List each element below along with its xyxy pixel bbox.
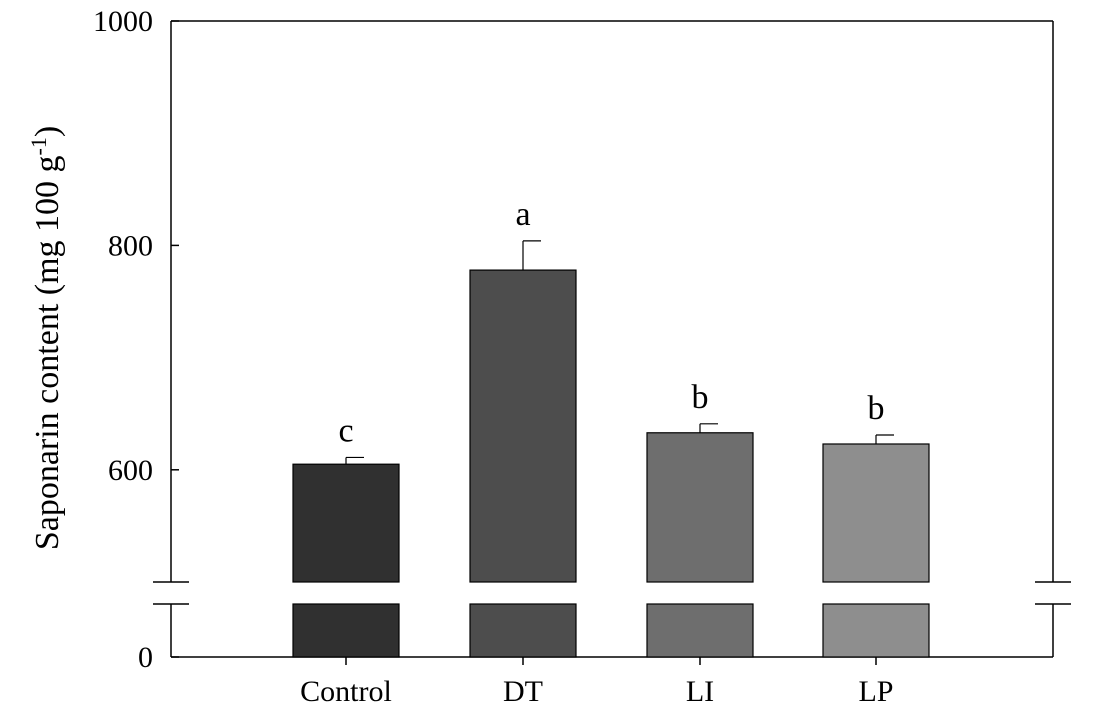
x-tick-label: Control [300,675,392,708]
x-tick-label: DT [503,675,543,708]
y-tick-label: 600 [108,454,153,487]
bar-li [646,432,754,583]
x-tick-label: LI [686,675,714,708]
significance-label: b [868,390,885,427]
y-axis-label-main: Saponarin content (mg 100 g [29,155,66,550]
y-axis-label-superscript: -1 [26,137,51,155]
bar-stub-lp [822,603,930,658]
bar-dt [469,269,577,583]
y-axis-label: Saponarin content (mg 100 g-1) [26,126,66,550]
y-tick-label: 1000 [93,5,153,38]
y-tick-label: 800 [108,229,153,262]
y-tick-label: 0 [138,641,153,674]
bar-lp [822,443,930,583]
significance-label: c [338,412,353,449]
bar-control [292,463,400,583]
significance-label: a [515,196,530,233]
bar-stub-dt [469,603,577,658]
x-tick-label: LP [858,675,893,708]
bar-stub-control [292,603,400,658]
significance-label: b [692,379,709,416]
bar-stub-li [646,603,754,658]
y-axis-label-close: ) [29,126,66,137]
